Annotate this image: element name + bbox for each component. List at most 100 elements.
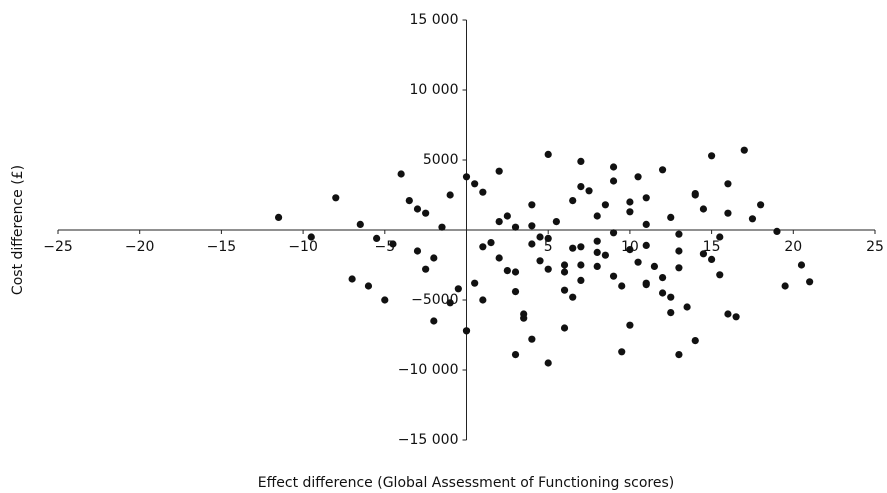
point (626, 246, 634, 254)
point (593, 262, 601, 270)
point (593, 237, 601, 245)
point (757, 201, 765, 209)
point (528, 240, 536, 248)
point (724, 209, 732, 217)
point (716, 233, 724, 241)
point (528, 222, 536, 230)
point (748, 215, 757, 223)
point (413, 205, 422, 213)
point (634, 173, 642, 181)
point (577, 183, 585, 191)
point (397, 170, 405, 178)
point (332, 194, 340, 202)
point (307, 233, 315, 241)
point (716, 271, 724, 279)
point (618, 348, 626, 356)
point (699, 205, 708, 213)
point (683, 303, 691, 311)
point (438, 223, 446, 231)
point (781, 282, 789, 290)
point (544, 265, 552, 273)
point (560, 286, 569, 294)
point (405, 197, 413, 205)
point (724, 180, 732, 188)
point (462, 327, 471, 335)
point (667, 309, 675, 317)
point (569, 244, 577, 252)
point (577, 157, 585, 165)
y-tick-label: −5000 (411, 292, 458, 308)
point (356, 220, 364, 228)
point (511, 268, 520, 276)
point (773, 227, 781, 235)
point (601, 251, 609, 259)
point (699, 250, 708, 258)
point (667, 213, 675, 221)
point (462, 173, 471, 181)
point (740, 146, 748, 154)
y-axis-label: Cost difference (£) (10, 165, 26, 295)
point (797, 261, 806, 269)
x-tick-label: −25 (43, 239, 73, 255)
point (495, 218, 503, 226)
point (675, 230, 683, 238)
point (373, 234, 381, 242)
point (389, 240, 397, 248)
point (446, 299, 454, 307)
point (626, 198, 634, 206)
point (691, 191, 699, 199)
point (422, 265, 430, 273)
point (544, 359, 552, 367)
point (487, 239, 495, 247)
point (471, 279, 479, 287)
x-tick-label: 20 (784, 239, 802, 255)
point (274, 213, 283, 221)
point (724, 310, 732, 318)
point (471, 180, 479, 188)
point (667, 293, 675, 301)
point (536, 233, 544, 241)
point (732, 313, 740, 321)
point (560, 268, 569, 276)
point (520, 314, 528, 322)
point (642, 241, 650, 249)
point (642, 194, 650, 202)
point (503, 267, 511, 275)
point (528, 201, 536, 209)
point (503, 212, 511, 220)
y-tick-label: 5000 (423, 152, 459, 168)
point (552, 218, 560, 226)
point (569, 293, 577, 301)
point (708, 255, 716, 263)
point (658, 166, 667, 174)
x-tick-label: −20 (125, 239, 155, 255)
point (569, 197, 577, 205)
point (642, 281, 650, 289)
point (626, 321, 634, 329)
point (634, 258, 642, 266)
point (658, 274, 667, 282)
point (479, 188, 487, 196)
point (479, 243, 487, 251)
point (642, 220, 650, 228)
y-tick-label: −10 000 (398, 362, 459, 378)
point (650, 262, 659, 270)
y-tick-label: 10 000 (410, 82, 459, 98)
x-tick-label: 25 (866, 239, 884, 255)
point (593, 248, 601, 256)
point (381, 296, 389, 304)
point (348, 275, 356, 283)
y-tick-label: 15 000 (410, 12, 459, 28)
point (364, 282, 373, 290)
point (495, 167, 503, 175)
x-tick-label: −10 (288, 239, 318, 255)
point (413, 247, 422, 255)
point (593, 212, 601, 220)
point (609, 163, 618, 171)
point (609, 272, 618, 280)
point (585, 187, 593, 195)
point (675, 247, 683, 255)
point (609, 177, 618, 185)
point (422, 209, 430, 217)
point (675, 264, 683, 272)
